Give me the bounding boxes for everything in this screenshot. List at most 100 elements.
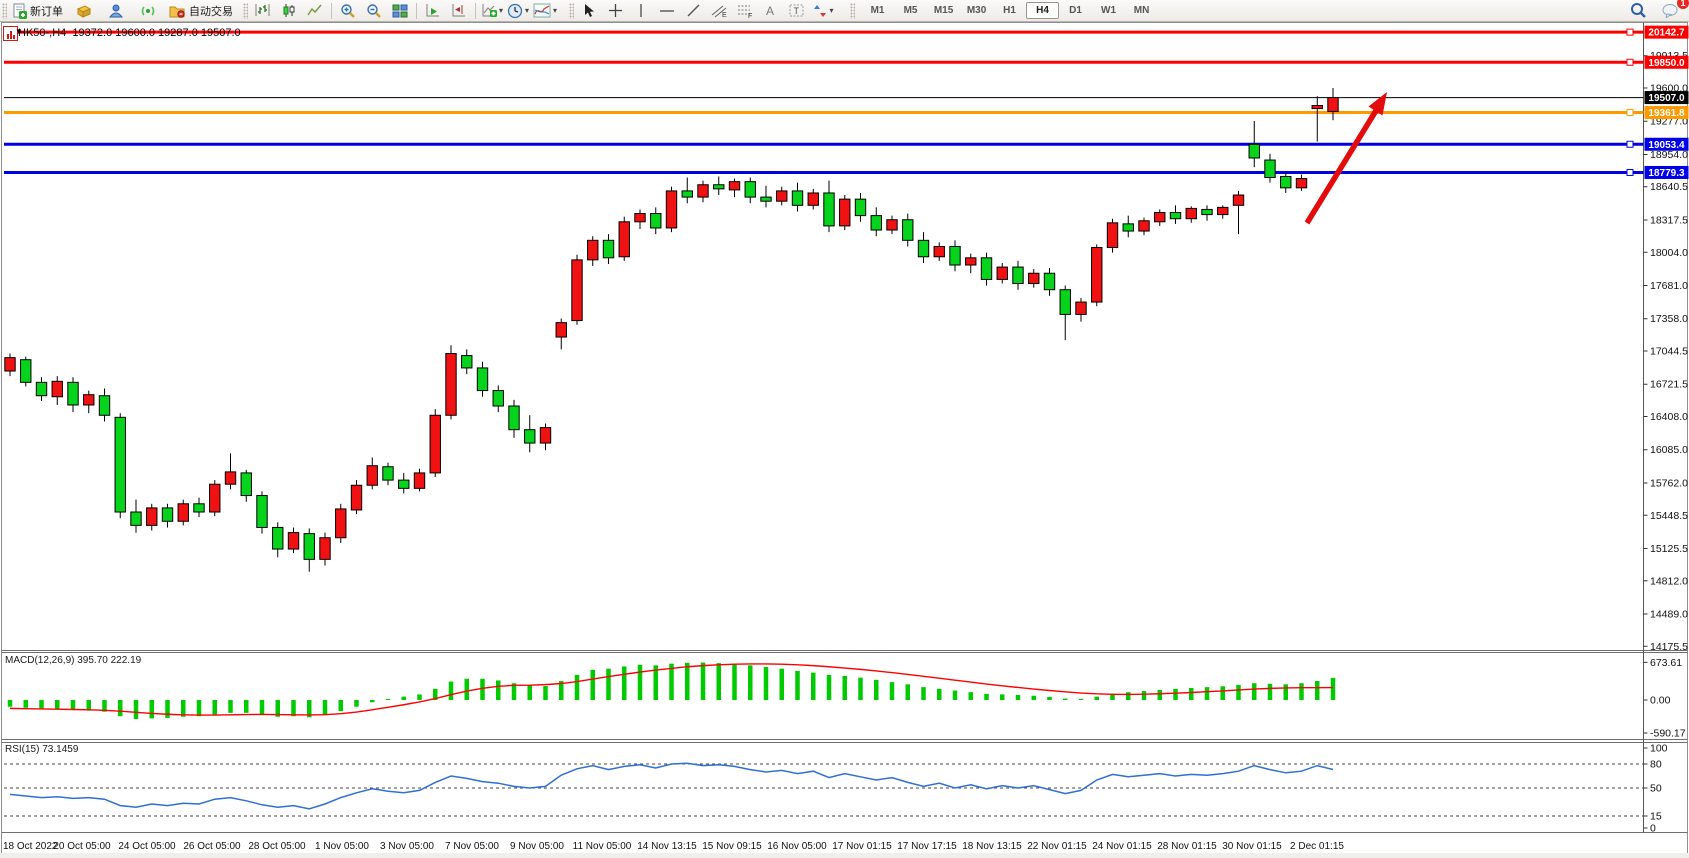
candle-up: [1232, 194, 1245, 206]
candle-up: [728, 181, 741, 191]
tab-h1[interactable]: H1: [1003, 5, 1016, 16]
line-chart-icon: [307, 4, 322, 16]
price-tick-label: 15448.5: [1650, 510, 1688, 522]
price-tick-label: 17358.0: [1650, 313, 1688, 325]
new-chart-button[interactable]: ▾: [479, 1, 505, 20]
price-badge-value: 19053.4: [1648, 140, 1685, 151]
candle-up: [1311, 104, 1323, 110]
price-badge-value: 18779.3: [1648, 168, 1685, 179]
dropdown-caret: ▾: [499, 6, 504, 15]
market-watch-button[interactable]: [71, 1, 97, 20]
title-caret-icon: ▼: [15, 27, 23, 36]
hline-handle[interactable]: [1626, 109, 1634, 117]
fibonacci-button[interactable]: F: [732, 1, 758, 20]
trend-arrow-line[interactable]: [1304, 107, 1380, 225]
chart-title: HK50-,H4 19372.0 19600.0 19287.0 19507.0: [18, 27, 241, 39]
cursor-button[interactable]: [576, 1, 602, 20]
candle-down: [461, 355, 473, 369]
macd-tick-label: -590.17: [1650, 727, 1686, 739]
text-button[interactable]: A: [758, 1, 784, 20]
price-tick-label: 17044.5: [1650, 346, 1688, 358]
candle-up: [429, 414, 441, 474]
notifications-button[interactable]: 1: [1657, 0, 1689, 20]
chart-shift-button[interactable]: [446, 1, 472, 20]
time-axis-label: 22 Nov 01:15: [1027, 841, 1087, 852]
auto-scroll-button[interactable]: [420, 1, 446, 20]
hline-handle[interactable]: [1626, 168, 1634, 176]
tab-m15[interactable]: M15: [933, 5, 954, 16]
time-axis-label: 26 Oct 05:00: [183, 841, 241, 852]
rsi-tick-label: 80: [1650, 759, 1662, 771]
rsi-tick-label: 50: [1650, 783, 1662, 795]
zoom-out-button[interactable]: [361, 1, 387, 20]
candle-up: [1138, 220, 1150, 232]
price-tick-label: 16721.5: [1650, 379, 1688, 391]
trend-arrow-head[interactable]: [1368, 92, 1388, 116]
hline-handle[interactable]: [1626, 140, 1634, 148]
time-axis-label: 15 Nov 09:15: [702, 841, 762, 852]
new-order-button[interactable]: 新订单: [9, 1, 65, 20]
equidistant-channel-button[interactable]: E: [706, 1, 732, 20]
time-axis-label: 28 Nov 01:15: [1157, 841, 1217, 852]
autotrading-label: 自动交易: [189, 5, 233, 18]
crosshair-icon: [608, 4, 622, 17]
candle-up: [634, 213, 646, 223]
time-axis-label: 14 Nov 13:15: [637, 841, 697, 852]
tab-m5[interactable]: M5: [903, 5, 918, 16]
signal-icon: [141, 6, 155, 16]
vertical-line-button[interactable]: [628, 1, 654, 20]
time-axis-label: 24 Oct 05:00: [118, 841, 176, 852]
text-label-button[interactable]: T: [784, 1, 810, 20]
bar-chart-button[interactable]: [250, 1, 276, 20]
zoom-in-button[interactable]: [335, 1, 361, 20]
tab-m30[interactable]: M30: [966, 5, 987, 16]
candle-up: [366, 465, 378, 486]
tab-mn[interactable]: MN: [1133, 5, 1150, 16]
hline-handle[interactable]: [1626, 58, 1634, 66]
text-icon: A: [766, 4, 774, 18]
signal-button[interactable]: [135, 1, 161, 20]
candle-down: [35, 381, 48, 397]
community-button[interactable]: [103, 1, 129, 20]
candlestick-chart-button[interactable]: [276, 1, 302, 20]
macd-indicator-label: MACD(12,26,9) 395.70 222.19: [5, 655, 142, 666]
candle-down: [1280, 176, 1292, 189]
tab-h4[interactable]: H4: [1026, 2, 1060, 19]
tile-windows-button[interactable]: [387, 1, 413, 20]
line-chart-button[interactable]: [302, 1, 328, 20]
candle-down: [193, 503, 205, 513]
tab-m1[interactable]: M1: [870, 5, 885, 16]
drawing-tools-group: E F A T: [576, 0, 836, 21]
search-button[interactable]: [1625, 1, 1651, 20]
tab-d1[interactable]: D1: [1069, 5, 1082, 16]
arrows-button[interactable]: ▾: [810, 1, 836, 20]
community-icon: [108, 4, 124, 18]
profiles-button[interactable]: ▾: [505, 1, 531, 20]
notification-badge: 1: [1677, 0, 1689, 9]
svg-text:T: T: [794, 6, 800, 16]
tab-w1[interactable]: W1: [1101, 5, 1117, 16]
candle-up: [1154, 212, 1166, 223]
time-axis-label: 7 Nov 05:00: [445, 841, 499, 852]
candle-up: [555, 322, 567, 338]
zoom-in-icon: [341, 3, 355, 18]
trendline-button[interactable]: [680, 1, 706, 20]
indicators-button[interactable]: ▾: [531, 1, 559, 20]
chart-window: 19913.519600.019277.018954.018640.518317…: [0, 22, 1689, 858]
chart-window-icon[interactable]: [3, 26, 18, 41]
price-badge-value: 20142.7: [1648, 28, 1685, 39]
candle-up: [697, 184, 709, 198]
candle-down: [760, 196, 772, 202]
autotrading-button[interactable]: 自动交易: [167, 1, 235, 20]
crosshair-button[interactable]: [602, 1, 628, 20]
hline-handle[interactable]: [1626, 28, 1634, 36]
svg-text:E: E: [722, 12, 727, 18]
horizontal-line-button[interactable]: [654, 1, 680, 20]
price-badge: [1644, 165, 1689, 179]
candle-up: [146, 507, 158, 526]
candle-up: [1217, 206, 1229, 216]
chart-canvas[interactable]: 19913.519600.019277.018954.018640.518317…: [0, 22, 1689, 858]
candle-up: [618, 221, 630, 258]
new-chart-icon: [482, 4, 497, 17]
symbol-timeframe: HK50-,H4: [18, 27, 67, 39]
